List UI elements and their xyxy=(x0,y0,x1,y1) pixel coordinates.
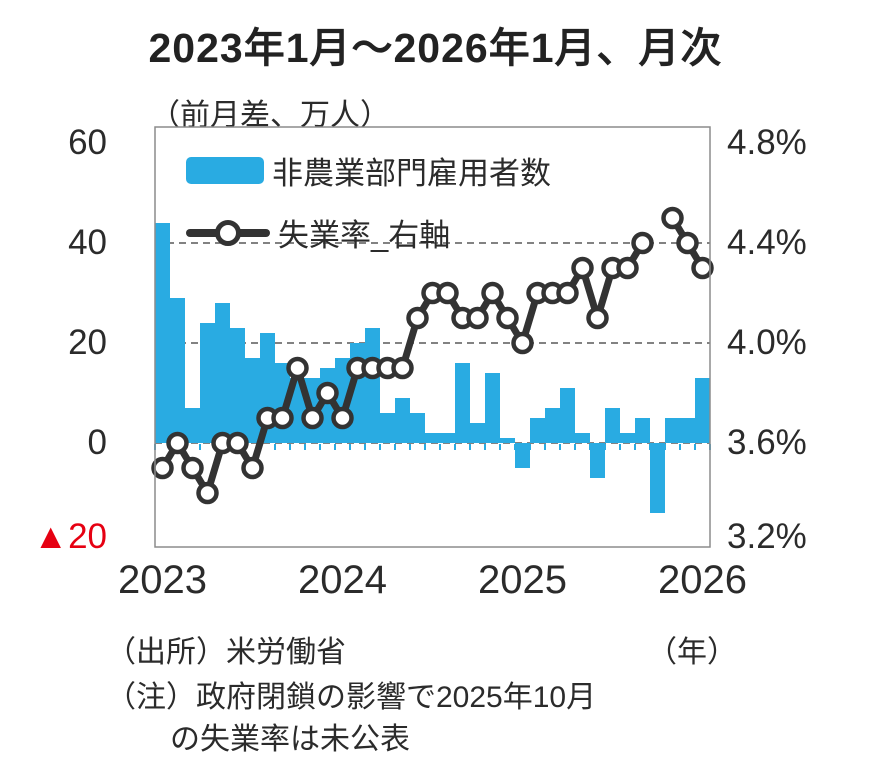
marker-2023-01 xyxy=(151,456,174,480)
marker-2025-01 xyxy=(511,331,534,355)
legend-bar-label: 非農業部門雇用者数 xyxy=(272,156,551,191)
bar-2024-06 xyxy=(410,413,425,443)
left-axis-tick-0: 0 xyxy=(87,423,107,462)
bar-2025-08 xyxy=(620,433,635,443)
marker-2023-02 xyxy=(166,431,189,455)
bar-2024-07 xyxy=(425,433,440,443)
right-axis-tick-3.2%: 3.2% xyxy=(727,517,807,556)
marker-2025-11 xyxy=(661,206,684,230)
marker-2024-05 xyxy=(391,356,414,380)
x-axis-tick-2025: 2025 xyxy=(478,558,567,602)
bar-2025-12 xyxy=(680,418,695,443)
left-axis-tick-40: 40 xyxy=(68,223,107,262)
legend-bar-swatch xyxy=(186,157,264,184)
marker-2025-06 xyxy=(586,306,609,330)
bar-2024-04 xyxy=(380,413,395,443)
marker-2025-12 xyxy=(676,231,699,255)
marker-2024-01 xyxy=(331,406,354,430)
bar-2025-06 xyxy=(590,443,605,478)
bar-2023-05 xyxy=(215,303,230,443)
marker-2024-10 xyxy=(466,306,489,330)
right-axis-tick-4.8%: 4.8% xyxy=(727,123,807,162)
bar-2025-03 xyxy=(545,408,560,443)
bar-2023-07 xyxy=(245,358,260,443)
x-axis-tick-2024: 2024 xyxy=(298,558,387,602)
bar-2025-02 xyxy=(530,418,545,443)
footnote-line1: （注）政府閉鎖の影響で2025年10月 xyxy=(106,681,597,714)
bar-2025-10 xyxy=(650,443,665,513)
marker-2024-08 xyxy=(436,281,459,305)
plot-border xyxy=(154,126,711,548)
marker-2024-12 xyxy=(496,306,519,330)
bar-2023-06 xyxy=(230,328,245,443)
bar-2024-12 xyxy=(500,438,515,443)
left-axis-tick-60: 60 xyxy=(68,123,107,162)
marker-2023-12 xyxy=(316,381,339,405)
bar-2025-09 xyxy=(635,418,650,443)
marker-2025-08 xyxy=(616,256,639,280)
marker-2025-04 xyxy=(556,281,579,305)
marker-2025-05 xyxy=(571,256,594,280)
left-axis-tick-20: 20 xyxy=(68,323,107,362)
bar-2025-01 xyxy=(515,443,530,468)
bar-2024-08 xyxy=(440,433,455,443)
marker-2023-04 xyxy=(196,481,219,505)
bar-2023-03 xyxy=(185,408,200,443)
marker-2023-03 xyxy=(181,456,204,480)
legend-line-swatch xyxy=(186,218,270,248)
bar-2023-10 xyxy=(290,378,305,443)
marker-2023-10 xyxy=(286,356,309,380)
bar-2025-11 xyxy=(665,418,680,443)
marker-2025-09 xyxy=(631,231,654,255)
legend-item-payrolls: 非農業部門雇用者数 xyxy=(186,148,551,193)
right-axis-tick-3.6%: 3.6% xyxy=(727,423,807,462)
bar-2023-04 xyxy=(200,323,215,443)
marker-2023-09 xyxy=(271,406,294,430)
right-axis-tick-4.0%: 4.0% xyxy=(727,323,807,362)
marker-2024-06 xyxy=(406,306,429,330)
bar-2025-05 xyxy=(575,433,590,443)
x-axis-unit-label: （年） xyxy=(647,636,737,669)
bar-2023-02 xyxy=(170,298,185,443)
footnote-line2: の失業率は未公表 xyxy=(170,723,410,756)
bar-2025-04 xyxy=(560,388,575,443)
chart-title: 2023年1月～2026年1月、月次 xyxy=(148,25,723,71)
right-axis-tick-4.4%: 4.4% xyxy=(727,223,807,262)
bar-2023-01 xyxy=(155,223,170,443)
bar-2024-05 xyxy=(395,398,410,443)
legend-line-marker-icon xyxy=(215,219,241,246)
marker-2023-06 xyxy=(226,431,249,455)
bar-2024-11 xyxy=(485,373,500,443)
legend: 非農業部門雇用者数 失業率_右軸 xyxy=(186,148,551,272)
legend-item-unemployment: 失業率_右軸 xyxy=(186,210,551,255)
bar-2025-07 xyxy=(605,408,620,443)
x-axis-tick-2026: 2026 xyxy=(658,558,747,602)
marker-2023-07 xyxy=(241,456,264,480)
marker-2023-11 xyxy=(301,406,324,430)
legend-line-label: 失業率_右軸 xyxy=(278,218,451,253)
marker-2024-11 xyxy=(481,281,504,305)
bar-2024-03 xyxy=(365,328,380,443)
bar-2024-09 xyxy=(455,363,470,443)
bar-2026-01 xyxy=(695,378,710,443)
x-axis-tick-2023: 2023 xyxy=(118,558,207,602)
marker-2026-01 xyxy=(691,256,714,280)
bar-2024-10 xyxy=(470,423,485,443)
source-note: （出所）米労働省 xyxy=(106,636,346,669)
left-axis-tick-▲20: ▲20 xyxy=(33,517,107,556)
